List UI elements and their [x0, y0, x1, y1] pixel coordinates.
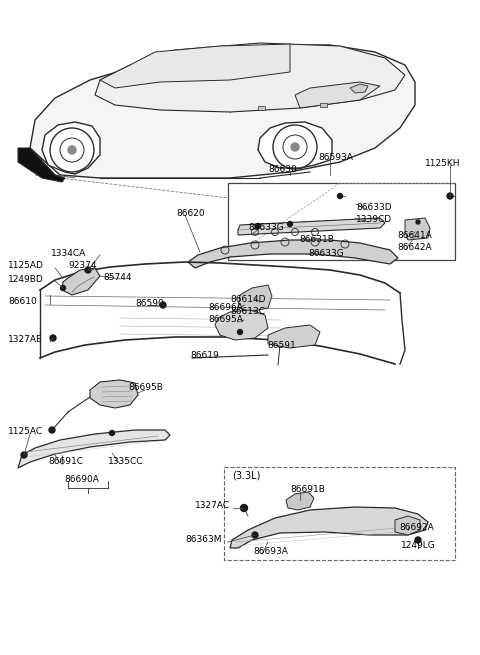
Circle shape [238, 329, 242, 335]
Polygon shape [405, 218, 430, 240]
Text: 86692A: 86692A [399, 523, 434, 533]
Bar [224, 467, 455, 560]
Circle shape [60, 286, 65, 291]
Text: (3.3L): (3.3L) [232, 470, 260, 480]
Text: 86614D: 86614D [230, 295, 265, 305]
Polygon shape [42, 122, 100, 174]
Text: 1249BD: 1249BD [8, 274, 44, 284]
Polygon shape [215, 310, 268, 340]
Circle shape [337, 193, 343, 198]
Polygon shape [286, 492, 314, 510]
Text: 1339CD: 1339CD [356, 215, 392, 225]
Circle shape [68, 146, 76, 154]
Polygon shape [100, 44, 290, 88]
Circle shape [291, 143, 299, 151]
Text: 1125KH: 1125KH [425, 159, 460, 168]
Polygon shape [238, 218, 385, 235]
Text: 86633G: 86633G [248, 223, 284, 233]
Text: 1327AE: 1327AE [8, 335, 43, 345]
Text: 86619: 86619 [190, 352, 219, 360]
Text: 86590: 86590 [135, 299, 164, 307]
Text: 86620: 86620 [176, 208, 204, 217]
Text: 86696A: 86696A [208, 303, 243, 312]
Text: 86613C: 86613C [230, 307, 265, 316]
Polygon shape [230, 507, 428, 548]
Text: 86593A: 86593A [318, 153, 353, 162]
Text: 86591: 86591 [267, 341, 296, 350]
Circle shape [49, 427, 55, 433]
Text: 92374: 92374 [68, 261, 96, 271]
Text: 1125AD: 1125AD [8, 261, 44, 271]
Text: 1334CA: 1334CA [51, 248, 86, 257]
Text: 86631B: 86631B [299, 236, 334, 244]
Polygon shape [95, 43, 405, 112]
Text: 1125AC: 1125AC [8, 428, 43, 436]
Text: 86695A: 86695A [208, 316, 243, 324]
Circle shape [447, 193, 453, 199]
Circle shape [240, 504, 248, 512]
Circle shape [255, 223, 261, 229]
Text: 86642A: 86642A [397, 242, 432, 252]
Circle shape [288, 221, 292, 227]
Polygon shape [350, 84, 368, 93]
Text: 86691C: 86691C [48, 457, 83, 466]
Text: 86610: 86610 [8, 297, 37, 307]
Circle shape [109, 430, 115, 436]
Polygon shape [62, 268, 100, 295]
Polygon shape [258, 122, 332, 168]
Circle shape [252, 532, 258, 538]
Circle shape [21, 452, 27, 458]
Text: 86630: 86630 [268, 166, 297, 174]
Text: 1327AC: 1327AC [195, 502, 230, 510]
Circle shape [415, 537, 421, 543]
Text: 85744: 85744 [103, 272, 132, 282]
Circle shape [85, 267, 91, 273]
Polygon shape [258, 106, 265, 110]
Text: 86691B: 86691B [290, 485, 325, 495]
Polygon shape [238, 285, 272, 312]
Polygon shape [320, 103, 327, 107]
Polygon shape [395, 516, 420, 535]
Text: 86693A: 86693A [253, 548, 288, 557]
Polygon shape [18, 430, 170, 468]
Circle shape [50, 335, 56, 341]
Text: 1335CC: 1335CC [108, 457, 144, 466]
Text: 1249LG: 1249LG [401, 540, 436, 550]
Text: 86633D: 86633D [356, 204, 392, 212]
Polygon shape [18, 148, 65, 182]
Polygon shape [30, 45, 415, 178]
Circle shape [416, 220, 420, 224]
Polygon shape [188, 240, 398, 268]
Polygon shape [90, 380, 138, 408]
Text: 86641A: 86641A [397, 231, 432, 240]
Circle shape [160, 302, 166, 308]
Polygon shape [268, 325, 320, 348]
Text: 86690A: 86690A [64, 476, 99, 485]
Text: 86695B: 86695B [128, 383, 163, 392]
Bar [228, 183, 455, 260]
Polygon shape [295, 82, 380, 108]
Text: 86633G: 86633G [308, 250, 344, 259]
Text: 86363M: 86363M [185, 536, 222, 544]
